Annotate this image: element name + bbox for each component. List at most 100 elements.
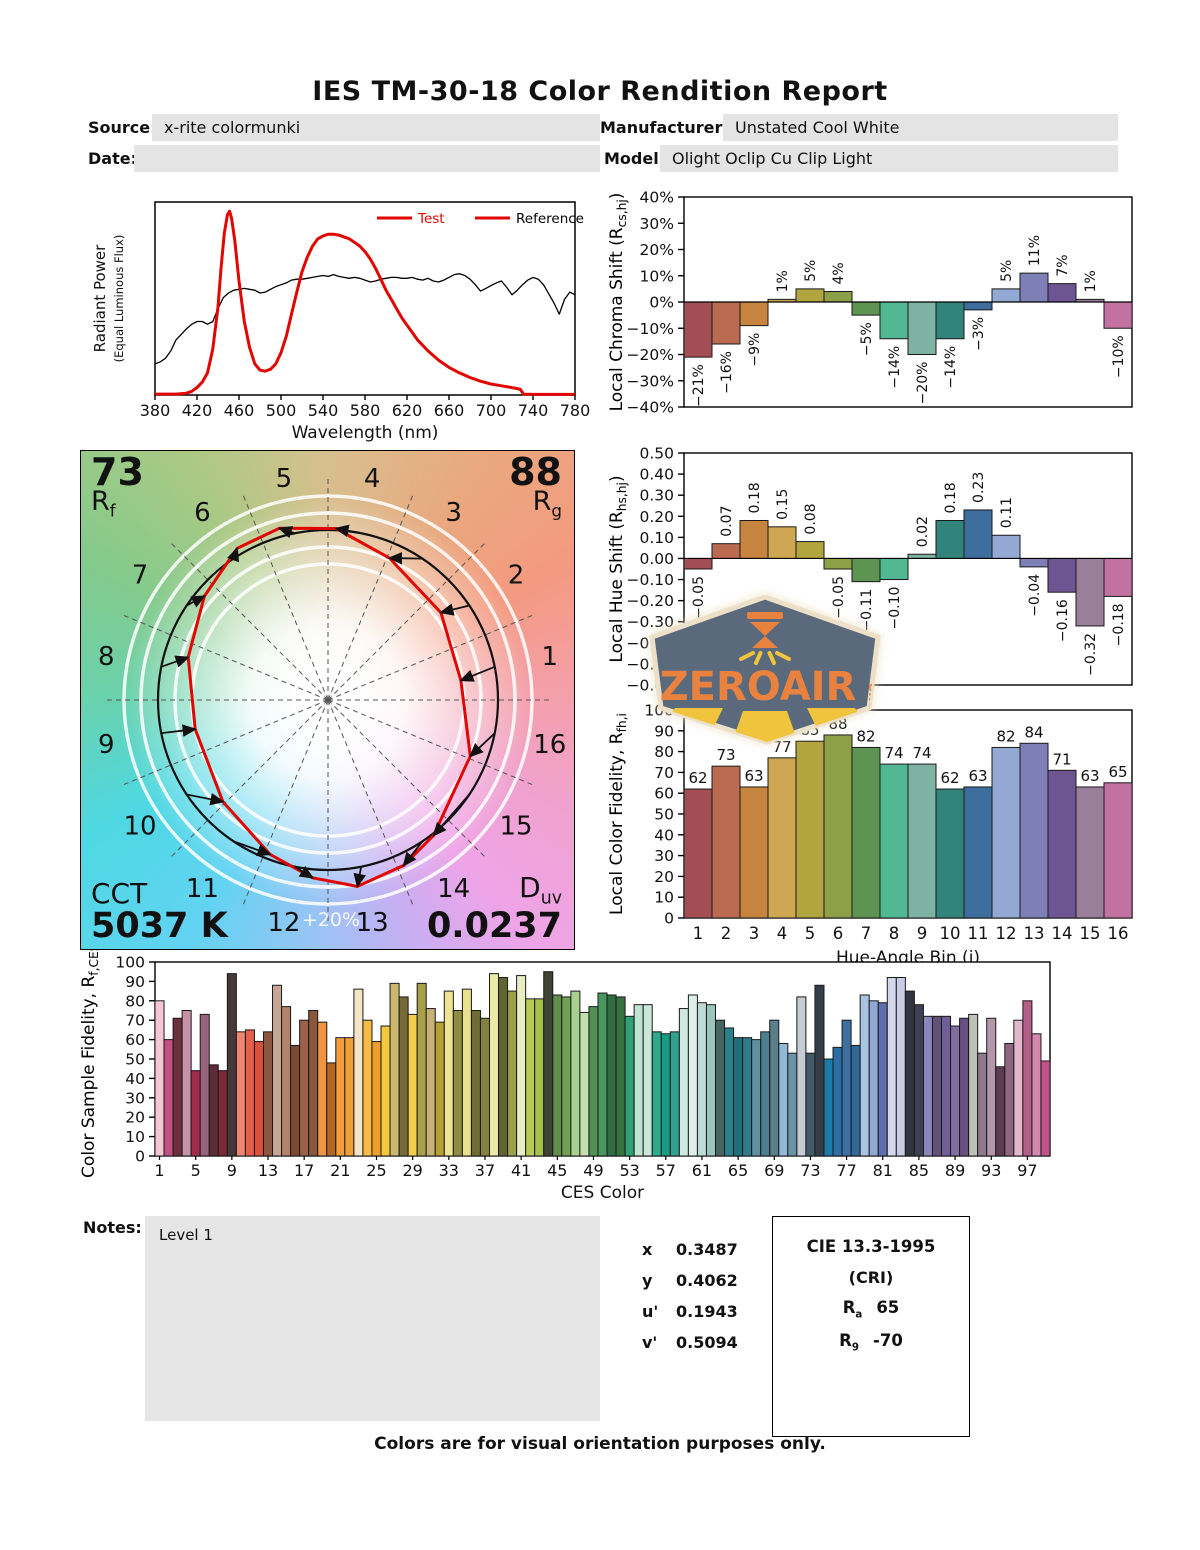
shift-arrow [294,865,315,879]
bar-value-label: −3% [971,317,987,351]
bar [823,291,853,303]
x-tick-label: 460 [224,401,255,420]
bar [516,975,527,1157]
x-tick-label: 97 [1017,1161,1037,1180]
bar [977,1052,988,1157]
x-tick-label: 61 [692,1161,712,1180]
bar [711,543,741,559]
bar [851,746,881,919]
bar-value-label: 74 [884,744,903,762]
bar [879,763,909,919]
bar [434,1021,445,1157]
bin-boundary-line [327,495,414,701]
bar [669,1031,680,1157]
bar [904,990,915,1157]
bar [308,1010,319,1157]
r9-row: R9 -70 [839,1331,903,1354]
hue-bin-label: 8 [98,642,115,672]
model-label: Model: [604,149,666,168]
bar [995,1066,1006,1157]
x-tick-label: 9 [917,924,928,943]
cri-title: CIE 13.3-1995 [806,1237,936,1256]
rg-label: Rg [532,486,562,521]
notes-value: Level 1 [145,1216,600,1421]
bin-boundary-line [327,699,533,786]
bar [525,998,536,1157]
chroma-shift-chart: 40% 30% 20% 10% 0% −10% −20% −30% −40% −21% −16% −9… [607,189,1133,417]
bar-value-label: 65 [1108,763,1127,781]
y-tick-label: 0.30 [639,487,674,505]
cri-subtitle: (CRI) [848,1268,894,1287]
hue-bin-label: 9 [98,730,115,760]
bar [739,519,769,559]
source-label: Source: [88,118,157,137]
bar [959,1017,970,1157]
y-tick-label: −0.30 [627,613,675,631]
bar [950,1025,961,1157]
cct-readout: CCT 5037 K [91,876,228,945]
manufacturer-value: Unstated Cool White [723,114,1118,141]
bar [931,1015,943,1157]
shift-arrow [439,603,470,616]
shift-arrow [233,840,272,857]
lamp-ray [739,651,755,661]
x-tick-label: 13 [1024,924,1045,943]
y-tick-label: 30% [640,215,674,233]
shift-arrow [186,793,225,806]
bar [217,1070,228,1157]
hue-bin-label: 5 [276,464,293,494]
hue-bin-label: 11 [186,874,219,904]
bar [353,988,364,1157]
bar-value-label: −0.05 [691,576,707,619]
hue-bin-label: 4 [364,464,381,494]
bar [380,1025,391,1157]
x-tick-label: 89 [945,1161,965,1180]
y-tick-label: 0.50 [639,445,674,463]
x-tick-label: 580 [350,401,381,420]
cct-label: CCT [91,876,148,910]
bar [507,990,518,1157]
y-axis-label: Local Chroma Shift (Rcs,hj) [607,193,629,412]
x-tick-label: 9 [227,1161,237,1180]
y-tick-label: 90 [654,722,674,740]
x-tick-label: 660 [434,401,465,420]
y-tick-label: 20% [640,241,674,259]
lamp-icon [750,622,780,636]
y-tick-label: 0% [649,294,674,312]
shift-arrow [160,655,190,668]
bar [561,996,572,1157]
x-tick-label: 5 [191,1161,201,1180]
x-tick-label: 93 [981,1161,1001,1180]
bar [795,541,825,559]
bar [326,1062,337,1157]
bar [407,1013,418,1157]
y-tick-label: 60 [125,1031,145,1049]
y-tick-label: 80 [654,743,674,761]
bar-value-label: −14% [943,346,959,389]
rf-value: 73 [91,450,144,494]
series-test [155,209,575,396]
bar [1004,1042,1015,1157]
bar [739,786,769,919]
x-tick-label: 25 [366,1161,386,1180]
x-tick-label: 49 [583,1161,603,1180]
bin-boundary-line [327,699,414,905]
bar [488,973,500,1157]
duv-value: 0.0237 [426,906,562,947]
bar-value-label: 5% [803,260,819,282]
bar-value-label: 0.11 [999,497,1015,528]
shift-arrow [459,665,496,682]
bin-boundary-line [123,699,329,786]
bar [991,746,1021,919]
bar-value-label: 82 [996,727,1015,745]
bar [479,1017,490,1157]
bar [208,1064,219,1157]
duv-readout: Duv 0.0237 [427,873,562,945]
x-tick-label: 45 [547,1161,567,1180]
bar [922,1015,933,1157]
bar-value-label: −14% [887,346,903,389]
y-tick-label: 50 [125,1051,145,1069]
bar-value-label: 84 [1024,723,1043,741]
hue-bin-label: 12 [267,908,300,938]
bar [588,1006,599,1157]
